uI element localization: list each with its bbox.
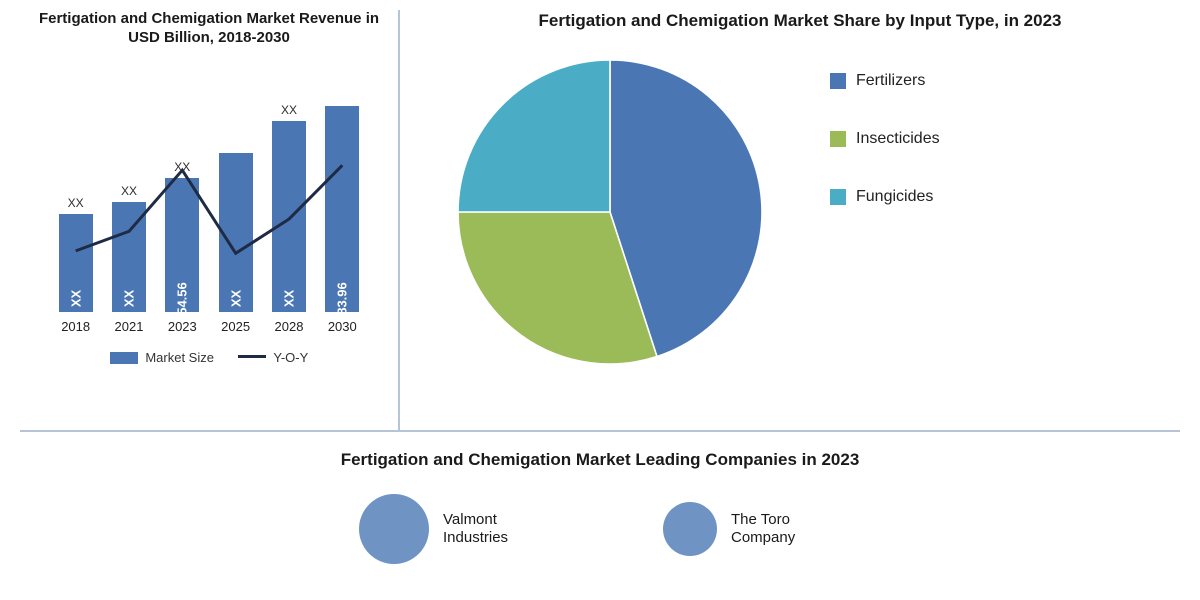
bar-category-label: 2021 xyxy=(115,319,144,334)
bar: XXXX xyxy=(272,121,306,312)
pie-chart-panel: Fertigation and Chemigation Market Share… xyxy=(400,10,1180,430)
bar-chart-panel: Fertigation and Chemigation Market Reven… xyxy=(20,10,400,430)
bar-chart-legend: Market Size Y-O-Y xyxy=(110,350,309,365)
bar: 83.96 xyxy=(325,106,359,311)
legend-line-label: Y-O-Y xyxy=(273,350,308,365)
bar-category-label: 2025 xyxy=(221,319,250,334)
top-row: Fertigation and Chemigation Market Reven… xyxy=(20,10,1180,430)
bar-column: 83.962030 xyxy=(320,106,364,311)
pie-legend-label: Insecticides xyxy=(856,130,940,148)
bar-column: XXXX2018 xyxy=(54,214,98,312)
pie-chart-legend: Fertilizers Insecticides Fungicides xyxy=(830,72,940,206)
pie-legend-swatch xyxy=(830,131,846,147)
legend-bar-label: Market Size xyxy=(145,350,214,365)
bar-category-label: 2028 xyxy=(275,319,304,334)
company-label: The Toro Company xyxy=(731,511,841,547)
bar-category-label: 2030 xyxy=(328,319,357,334)
legend-yoy: Y-O-Y xyxy=(238,350,308,365)
companies-title: Fertigation and Chemigation Market Leadi… xyxy=(20,450,1180,470)
pie-legend-item: Fertilizers xyxy=(830,72,940,90)
bar-value-label: XX xyxy=(281,289,296,306)
company-bubble-icon xyxy=(359,494,429,564)
companies-bubbles: Valmont Industries The Toro Company xyxy=(20,494,1180,564)
bar-column: XXXX2028 xyxy=(267,121,311,312)
pie-legend-item: Fungicides xyxy=(830,188,940,206)
pie-chart-body: Fertilizers Insecticides Fungicides xyxy=(430,52,1170,372)
bar-row: XXXX2018XXXX202154.56XX2023XX2025XXXX202… xyxy=(49,82,369,312)
legend-line-swatch xyxy=(238,355,266,358)
infographic-root: Fertigation and Chemigation Market Reven… xyxy=(0,0,1200,600)
pie-legend-label: Fertilizers xyxy=(856,72,925,90)
legend-bar-swatch xyxy=(110,352,138,364)
companies-section: Fertigation and Chemigation Market Leadi… xyxy=(20,430,1180,564)
bar: XXXX xyxy=(112,202,146,312)
bar-chart-title: Fertigation and Chemigation Market Reven… xyxy=(30,10,388,48)
pie-legend-swatch xyxy=(830,73,846,89)
bar-value-label: XX xyxy=(68,289,83,306)
pie-legend-label: Fungicides xyxy=(856,188,933,206)
bar-column: XXXX2021 xyxy=(107,202,151,312)
bar-value-label: 54.56 xyxy=(175,282,190,315)
bar-category-label: 2018 xyxy=(61,319,90,334)
company-label: Valmont Industries xyxy=(443,511,553,547)
bar: 54.56XX xyxy=(165,178,199,311)
company-bubble-item: The Toro Company xyxy=(663,502,841,556)
pie-legend-item: Insecticides xyxy=(830,130,940,148)
bar-top-label: XX xyxy=(174,160,190,174)
bar: XX xyxy=(219,153,253,312)
pie-legend-swatch xyxy=(830,189,846,205)
pie-slice xyxy=(458,60,610,212)
legend-market-size: Market Size xyxy=(110,350,214,365)
pie-chart-title: Fertigation and Chemigation Market Share… xyxy=(430,10,1170,32)
bar-top-label: XX xyxy=(68,196,84,210)
company-bubble-icon xyxy=(663,502,717,556)
pie-chart xyxy=(430,52,790,372)
bar-value-label: XX xyxy=(228,289,243,306)
bar-value-label: 83.96 xyxy=(335,282,350,315)
company-bubble-item: Valmont Industries xyxy=(359,494,553,564)
bar-value-label: XX xyxy=(121,289,136,306)
bar: XXXX xyxy=(59,214,93,312)
bar-category-label: 2023 xyxy=(168,319,197,334)
bar-top-label: XX xyxy=(281,103,297,117)
bar-column: 54.56XX2023 xyxy=(160,178,204,311)
bar-chart: XXXX2018XXXX202154.56XX2023XX2025XXXX202… xyxy=(49,56,369,336)
bar-column: XX2025 xyxy=(214,153,258,312)
bar-top-label: XX xyxy=(121,184,137,198)
